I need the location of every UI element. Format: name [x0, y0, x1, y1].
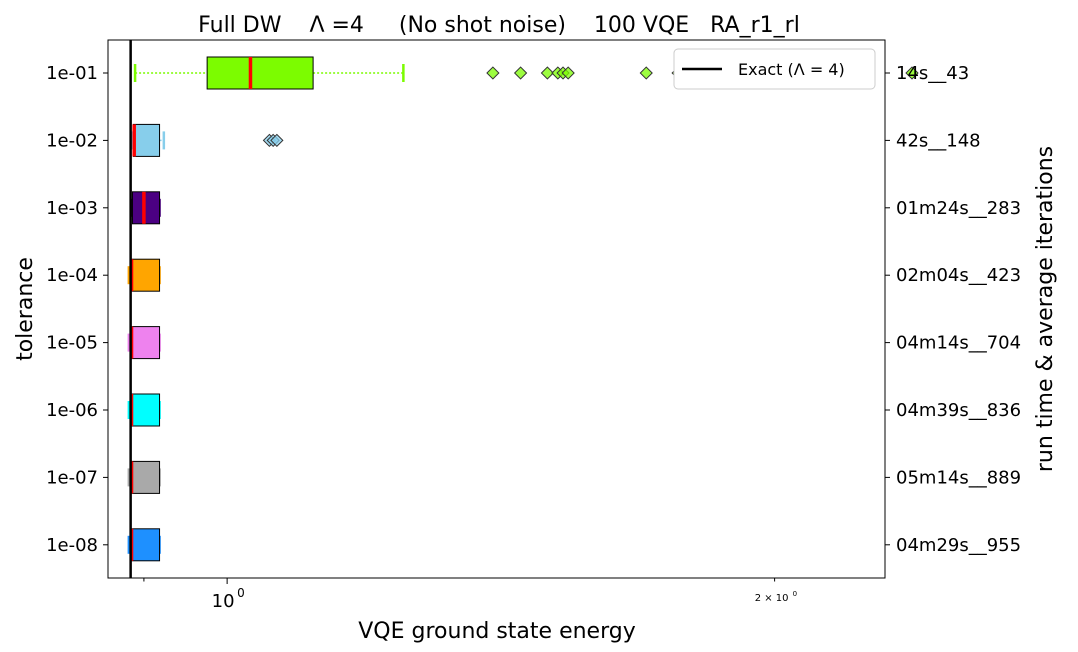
box-iqr: [131, 258, 161, 292]
box-iqr: [131, 460, 161, 494]
box-1e-05: [127, 326, 161, 360]
y-tick-label: 1e-07: [46, 467, 98, 488]
y-right-tick-label: 02m04s__423: [896, 265, 1021, 286]
y-tick-label: 1e-02: [46, 130, 98, 151]
box-iqr: [131, 393, 161, 427]
boxes-layer: [127, 56, 919, 562]
y-tick-label: 1e-05: [46, 333, 98, 354]
y-tick-label: 1e-03: [46, 198, 98, 219]
y-right-tick-label: 14s__43: [896, 63, 969, 84]
box-iqr: [206, 56, 314, 90]
box-iqr: [131, 528, 161, 562]
x-tick-label-exponent: 0: [237, 586, 245, 600]
y-tick-label: 1e-04: [46, 265, 98, 286]
y-right-tick-label: 05m14s__889: [896, 467, 1021, 488]
legend-label-exact: Exact (Λ = 4): [738, 60, 845, 79]
outlier-point: [905, 66, 919, 80]
x-tick-label: 10: [212, 591, 235, 612]
outlier-point: [513, 66, 528, 80]
outlier-point: [540, 66, 555, 80]
y-right-tick-label: 42s__148: [896, 130, 981, 151]
y-tick-label: 1e-08: [46, 535, 98, 556]
box-1e-04: [127, 258, 161, 292]
box-1e-08: [127, 528, 161, 562]
legend: Exact (Λ = 4): [673, 48, 876, 90]
outlier-point: [486, 66, 500, 80]
box-1e-07: [127, 460, 161, 494]
box-1e-06: [127, 393, 161, 427]
box-iqr: [131, 326, 161, 360]
outlier-point: [561, 66, 575, 80]
outlier-point: [639, 66, 653, 80]
plot-frame: [107, 39, 886, 579]
y-right-tick-label: 04m39s__836: [896, 400, 1021, 421]
y-tick-label: 1e-06: [46, 400, 98, 421]
y-right-tick-label: 04m14s__704: [896, 333, 1021, 354]
box-1e-03: [130, 191, 161, 225]
x-tick-label: 2 × 10: [755, 593, 789, 604]
y-tick-label: 1e-01: [46, 63, 98, 84]
box-iqr: [131, 191, 161, 225]
box-1e-02: [131, 123, 284, 157]
ticks-layer: 1e-08 04m29s__955 1e-07 05m14s__889 1e-06 04m…: [46, 63, 1021, 612]
y-axis-label: tolerance: [13, 257, 38, 361]
outlier-point: [270, 133, 284, 148]
x-tick-label-exponent: 0: [793, 590, 797, 598]
x-axis-label: VQE ground state energy: [358, 619, 635, 644]
legend-frame: [673, 48, 876, 90]
y-right-tick-label: 01m24s__283: [896, 198, 1021, 219]
box-iqr: [132, 123, 161, 157]
y-right-tick-label: 04m29s__955: [896, 535, 1021, 556]
y-axis-label-right: run time & average iterations: [1033, 146, 1058, 472]
chart-title: Full DW Λ =4 (No shot noise) 100 VQE RA_…: [198, 13, 800, 38]
